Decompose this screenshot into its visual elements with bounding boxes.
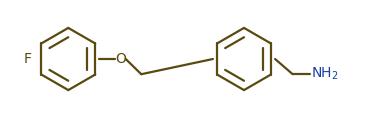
Text: NH$_2$: NH$_2$	[311, 66, 339, 82]
Text: O: O	[115, 52, 126, 66]
Text: F: F	[24, 52, 32, 66]
